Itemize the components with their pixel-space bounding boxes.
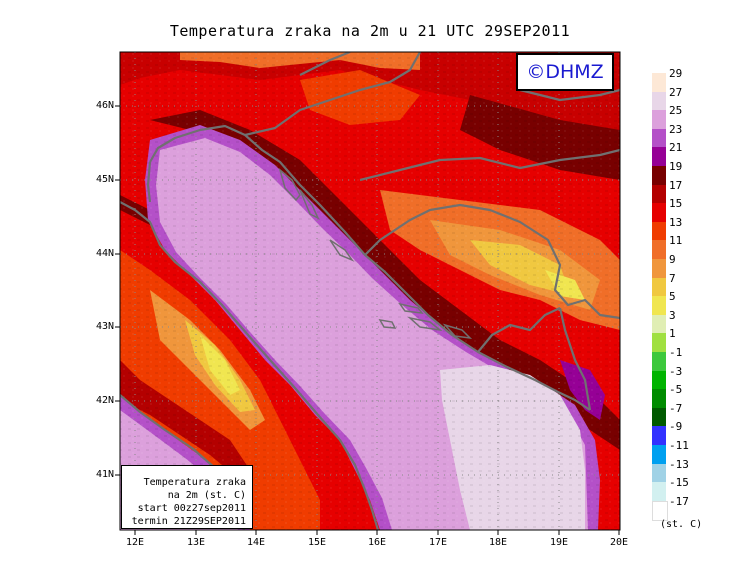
legend-level: -13	[669, 457, 689, 471]
lon-label: 20E	[609, 537, 629, 548]
legend-level: 27	[669, 85, 683, 99]
legend-swatch	[652, 184, 666, 204]
lon-label: 15E	[307, 537, 327, 548]
legend-swatch	[652, 352, 666, 371]
legend-swatch	[652, 277, 666, 297]
legend-level: 9	[669, 253, 676, 266]
legend-level: 29	[669, 67, 683, 80]
info-line: start 00z27sep2011	[137, 503, 246, 514]
legend-swatch	[652, 333, 666, 352]
lon-label: 18E	[488, 537, 508, 548]
legend-level: -17	[669, 494, 689, 508]
lat-label: 45N	[95, 174, 114, 185]
legend-swatch	[652, 259, 666, 278]
legend-level: 1	[669, 327, 676, 341]
legend-swatch	[652, 463, 666, 483]
legend-level: -9	[669, 420, 683, 434]
legend-swatch	[652, 370, 666, 390]
legend-level: 5	[669, 290, 676, 304]
legend-level: 11	[669, 234, 683, 248]
lat-label: 44N	[95, 248, 114, 259]
legend-level: 19	[669, 160, 683, 173]
dhmz-logo: ©DHMZ	[516, 53, 614, 91]
legend-level: -15	[669, 476, 689, 490]
legend-swatch	[652, 166, 666, 185]
legend-swatch	[652, 240, 666, 259]
legend-swatch	[652, 407, 666, 427]
legend-level: -5	[669, 383, 683, 397]
legend-swatch	[652, 482, 666, 501]
lon-label: 14E	[246, 537, 266, 548]
legend-swatch	[652, 314, 666, 334]
legend-swatch	[652, 500, 668, 522]
info-line: termin 21Z29SEP2011	[131, 516, 246, 527]
legend-level: -1	[669, 346, 683, 359]
lat-label: 42N	[95, 395, 114, 406]
info-box: Temperatura zraka na 2m (st. C) start 00…	[121, 465, 253, 529]
legend-swatch	[652, 445, 666, 464]
lat-label: 43N	[95, 321, 114, 332]
legend-swatch	[652, 128, 666, 148]
legend-level: 3	[669, 308, 676, 322]
legend-swatch	[652, 221, 666, 241]
legend-level: 13	[669, 215, 683, 229]
lon-label: 12E	[125, 537, 145, 548]
legend-swatch	[652, 203, 666, 222]
info-line: Temperatura zraka	[143, 477, 246, 488]
legend-swatch	[652, 389, 666, 408]
map-title: Temperatura zraka na 2m u 21 UTC 29SEP20…	[169, 22, 571, 40]
lat-label: 46N	[95, 100, 114, 111]
info-line: na 2m (st. C)	[167, 490, 246, 501]
lon-label: 17E	[428, 537, 448, 548]
lon-label: 19E	[549, 537, 569, 548]
legend-level: 17	[669, 178, 683, 192]
legend-unit: (st. C)	[660, 519, 703, 530]
legend-level: -3	[669, 364, 683, 378]
legend-swatch	[652, 296, 666, 315]
legend-level: 15	[669, 197, 683, 211]
legend-level: 7	[669, 271, 676, 285]
legend-swatch	[652, 73, 666, 92]
legend-swatch	[652, 147, 666, 166]
legend-level: 21	[669, 141, 683, 155]
legend-level: -11	[669, 439, 689, 452]
legend-level: -7	[669, 401, 683, 415]
legend-level: 23	[669, 122, 683, 136]
lon-label: 13E	[186, 537, 206, 548]
legend-swatch	[652, 110, 666, 129]
legend-swatch	[652, 91, 666, 111]
lon-label: 16E	[367, 537, 387, 548]
lat-label: 41N	[95, 469, 114, 480]
legend-level: 25	[669, 104, 683, 118]
legend-swatch	[652, 426, 666, 445]
